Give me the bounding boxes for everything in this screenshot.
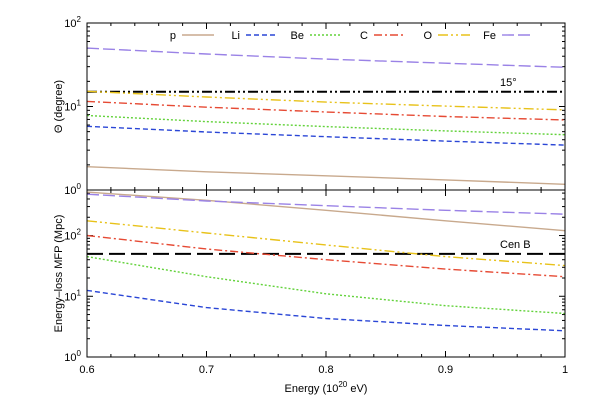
y-tick-label: 100 xyxy=(64,349,81,364)
legend-label-Li: Li xyxy=(231,30,240,42)
series-Li-line xyxy=(86,125,566,146)
y-tick-label: 100 xyxy=(64,182,81,197)
x-tick-label: 0.8 xyxy=(318,364,333,376)
series-Be-line xyxy=(86,255,566,315)
legend-label-O: O xyxy=(423,30,432,42)
y-axis-title: Θ (degree) xyxy=(53,80,65,133)
x-tick-label: 0.9 xyxy=(438,364,453,376)
legend-label-Be: Be xyxy=(291,30,304,42)
x-tick-label: 1 xyxy=(562,364,568,376)
bottom-panel: 100 101 102 0.6 0.7 0.8 0.9 1 Cen B Energy–loss M… xyxy=(53,190,568,395)
series-p-line xyxy=(86,191,566,232)
legend-label-Fe: Fe xyxy=(483,30,496,42)
y-tick-label: 102 xyxy=(64,228,81,243)
legend: p Li Be C O Fe xyxy=(170,30,534,42)
series-p-line xyxy=(86,166,566,185)
y-tick-label: 101 xyxy=(64,288,81,303)
y-axis-title: Energy–loss MFP (Mpc) xyxy=(53,215,65,333)
reference-label: Cen B xyxy=(500,239,531,251)
series-Li-line xyxy=(86,289,566,332)
legend-label-C: C xyxy=(360,30,368,42)
series-C-line xyxy=(86,234,566,278)
series-O-line xyxy=(86,90,566,111)
x-axis-title: Energy (1020 eV) xyxy=(285,380,368,395)
top-panel: 100 101 102 15° Θ (degree) xyxy=(53,15,566,197)
series-Fe-line xyxy=(86,47,566,68)
series-O-line xyxy=(86,220,566,267)
legend-label-p: p xyxy=(170,30,176,42)
series-C-line xyxy=(86,100,566,121)
reference-label: 15° xyxy=(500,77,517,89)
x-tick-label: 0.6 xyxy=(79,364,94,376)
y-tick-label: 101 xyxy=(64,99,81,114)
plot-frame xyxy=(86,22,566,358)
y-tick-label: 102 xyxy=(64,15,81,30)
x-tick-label: 0.7 xyxy=(199,364,214,376)
